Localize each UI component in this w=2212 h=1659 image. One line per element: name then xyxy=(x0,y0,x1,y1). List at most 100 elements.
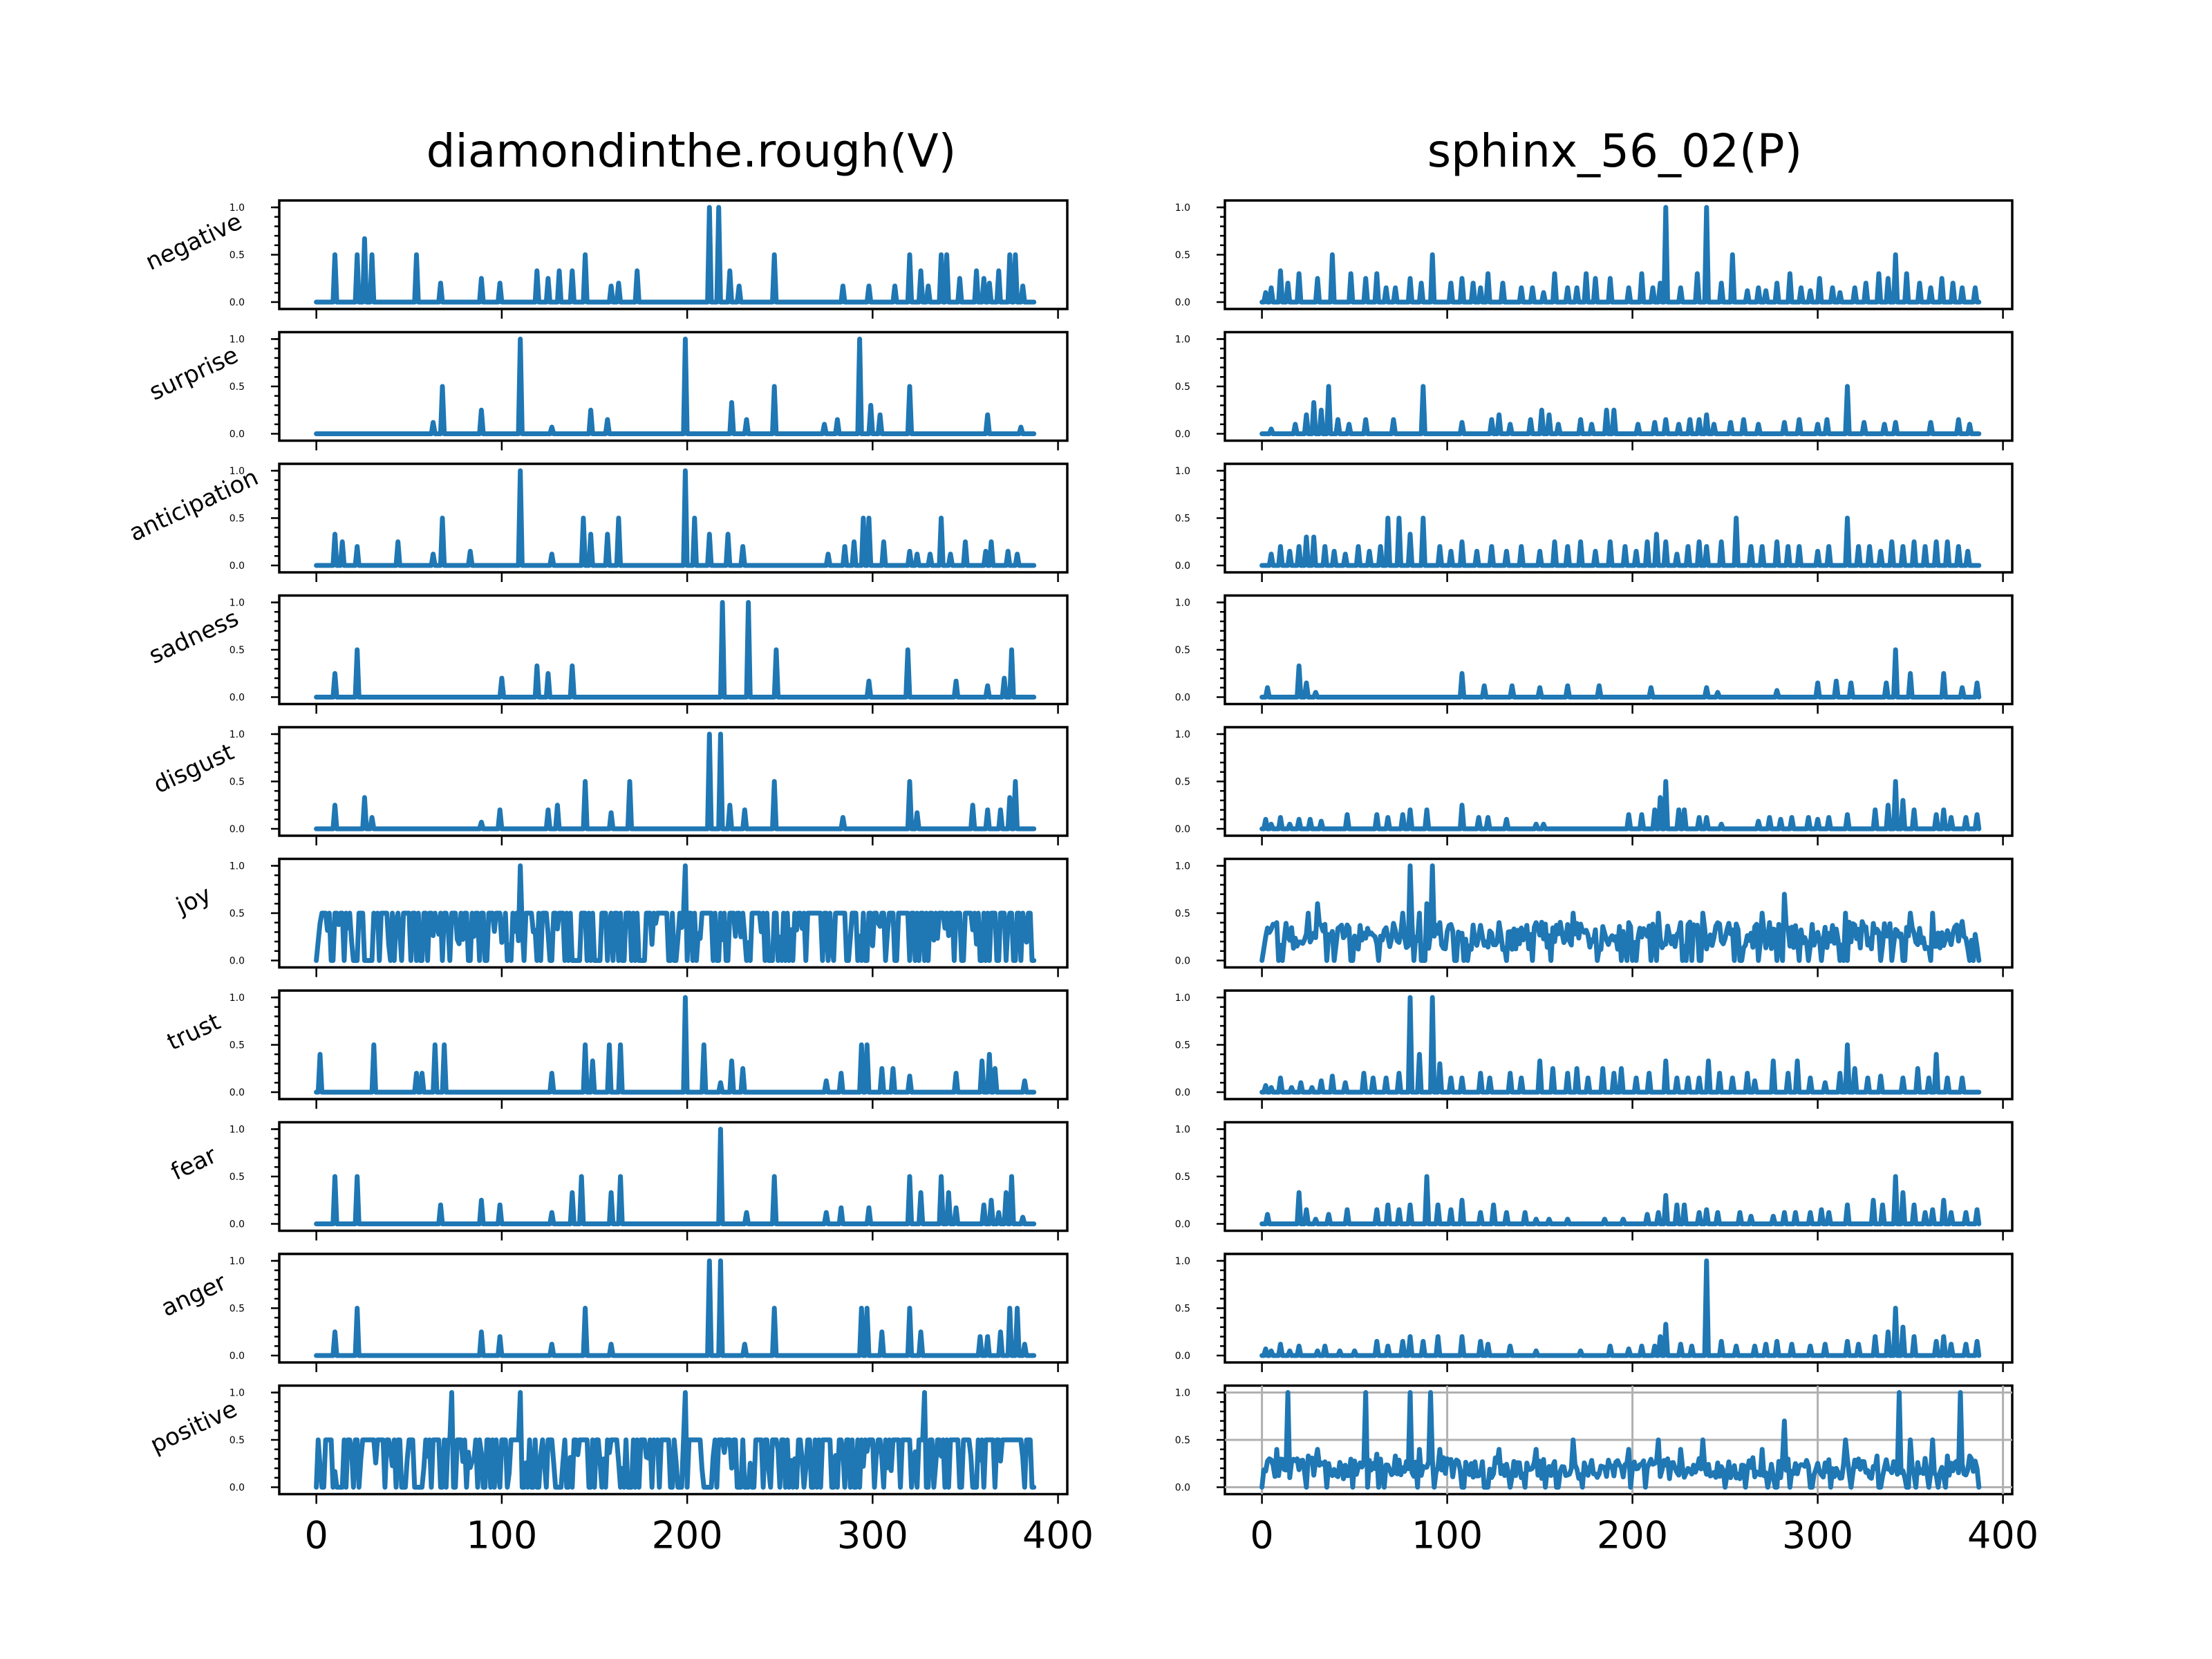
axes-frame xyxy=(278,594,1069,706)
series-line-anger xyxy=(314,1258,1037,1358)
x-tick-label: 0 xyxy=(1250,1514,1273,1557)
axes-frame xyxy=(278,199,1069,310)
y-tick-label: 1.0 xyxy=(1175,1125,1190,1136)
y-tick-label: 1.0 xyxy=(1175,335,1190,346)
y-tick-label: 0.5 xyxy=(229,250,245,261)
series-line-disgust xyxy=(314,731,1037,832)
column-title-right: sphinx_56_02(P) xyxy=(1427,124,1803,178)
y-tick-label: 0.0 xyxy=(1175,824,1190,835)
y-tick-label: 0.0 xyxy=(229,824,245,835)
y-tick-label: 0.5 xyxy=(229,382,245,393)
axes-frame xyxy=(278,1121,1069,1232)
y-tick-label: 0.5 xyxy=(1175,908,1190,919)
panel-right-disgust: 0.0 0.5 1.0 xyxy=(1175,726,2014,845)
series-line-sadness xyxy=(314,600,1037,700)
axes-frame xyxy=(1224,1253,2014,1364)
panel-right-sadness: 0.0 0.5 1.0 xyxy=(1175,594,2014,714)
y-tick-label: 0.0 xyxy=(1175,297,1190,308)
y-tick-label: 1.0 xyxy=(229,1256,245,1267)
series-line-positive xyxy=(314,1390,1037,1490)
y-tick-label: 0.5 xyxy=(1175,645,1190,656)
y-tick-label: 1.0 xyxy=(1175,203,1190,214)
series-line-anticipation xyxy=(1259,516,1982,568)
y-tick-label: 0.0 xyxy=(229,1219,245,1230)
y-tick-label: 0.5 xyxy=(1175,382,1190,393)
axes-frame xyxy=(278,462,1069,574)
y-tick-label: 0.5 xyxy=(1175,1304,1190,1315)
y-tick-label: 0.5 xyxy=(229,1435,245,1446)
x-tick-label: 400 xyxy=(1022,1514,1094,1557)
y-tick-label: 0.0 xyxy=(1175,1219,1190,1230)
y-tick-label: 1.0 xyxy=(229,203,245,214)
y-tick-label: 0.5 xyxy=(1175,1435,1190,1446)
y-tick-label: 0.0 xyxy=(229,297,245,308)
axes-frame xyxy=(278,1253,1069,1364)
x-tick-label: 300 xyxy=(837,1514,908,1557)
series-line-positive xyxy=(1259,1390,1982,1490)
y-tick-label: 1.0 xyxy=(1175,861,1190,872)
x-tick-label: 200 xyxy=(652,1514,723,1557)
y-tick-label: 0.0 xyxy=(1175,693,1190,704)
y-tick-label: 1.0 xyxy=(229,861,245,872)
y-tick-label: 0.0 xyxy=(1175,1087,1190,1098)
series-line-fear xyxy=(1259,1174,1982,1226)
series-line-surprise xyxy=(1259,384,1982,436)
series-line-anger xyxy=(1259,1258,1982,1358)
y-tick-label: 1.0 xyxy=(1175,1388,1190,1399)
y-tick-label: 1.0 xyxy=(229,1388,245,1399)
axes-frame xyxy=(1224,330,2014,442)
y-tick-label: 0.0 xyxy=(229,429,245,440)
y-tick-label: 0.5 xyxy=(229,1172,245,1183)
y-tick-label: 1.0 xyxy=(1175,598,1190,609)
panel-right-joy: 0.0 0.5 1.0 xyxy=(1175,857,2014,977)
column-title-left: diamondinthe.rough(V) xyxy=(427,124,957,178)
y-tick-label: 1.0 xyxy=(229,466,245,477)
y-tick-label: 1.0 xyxy=(1175,993,1190,1004)
panel-right-surprise: 0.0 0.5 1.0 xyxy=(1175,330,2014,451)
x-tick-label: 100 xyxy=(1412,1514,1483,1557)
y-tick-label: 0.5 xyxy=(1175,1040,1190,1051)
panel-right-negative: 0.0 0.5 1.0 xyxy=(1175,199,2014,319)
panel-right-positive: 0.0 0.5 1.0 0 100 200 300 400 xyxy=(1175,1384,2038,1557)
panel-right-anticipation: 0.0 0.5 1.0 xyxy=(1175,462,2014,582)
y-tick-label: 1.0 xyxy=(229,1125,245,1136)
series-line-negative xyxy=(1259,205,1982,305)
x-tick-label: 100 xyxy=(466,1514,537,1557)
series-line-anticipation xyxy=(314,468,1037,568)
axes-frame xyxy=(278,726,1069,837)
x-tick-label: 0 xyxy=(304,1514,328,1557)
panel-right-anger: 0.0 0.5 1.0 xyxy=(1175,1253,2014,1372)
y-tick-label: 0.5 xyxy=(229,908,245,919)
panel-right-trust: 0.0 0.5 1.0 xyxy=(1175,989,2014,1109)
y-tick-label: 0.5 xyxy=(1175,250,1190,261)
y-tick-label: 0.5 xyxy=(1175,1172,1190,1183)
y-tick-label: 0.0 xyxy=(1175,1483,1190,1494)
y-tick-label: 0.0 xyxy=(1175,1351,1190,1362)
series-line-disgust xyxy=(1259,779,1982,832)
series-line-trust xyxy=(1259,995,1982,1095)
y-tick-label: 1.0 xyxy=(1175,729,1190,740)
series-line-surprise xyxy=(314,337,1037,436)
series-line-joy xyxy=(1259,863,1982,963)
panel-right-fear: 0.0 0.5 1.0 xyxy=(1175,1121,2014,1241)
y-tick-label: 0.0 xyxy=(1175,561,1190,572)
y-tick-label: 0.0 xyxy=(1175,429,1190,440)
axes-frame xyxy=(278,989,1069,1100)
axes-frame xyxy=(278,330,1069,442)
series-line-fear xyxy=(314,1127,1037,1226)
y-tick-label: 0.5 xyxy=(1175,777,1190,788)
y-tick-label: 0.5 xyxy=(229,1040,245,1051)
y-tick-label: 0.0 xyxy=(229,693,245,704)
axes-frame xyxy=(1224,726,2014,837)
y-tick-label: 0.5 xyxy=(229,1304,245,1315)
axes-frame xyxy=(1224,594,2014,706)
